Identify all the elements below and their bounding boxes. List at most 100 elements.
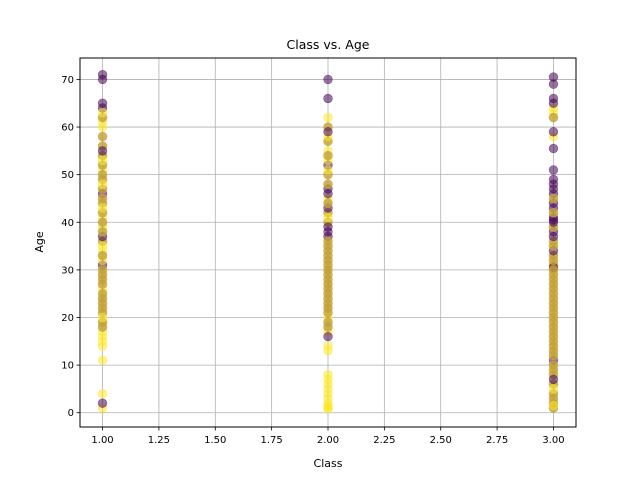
x-axis-ticks: 1.00 1.25 1.50 1.75 2.00 2.25 2.50 2.75 3.00 xyxy=(91,427,565,446)
x-tick-label: 2.50 xyxy=(430,435,452,446)
scatter-point xyxy=(323,293,333,304)
scatter-point xyxy=(323,222,333,232)
scatter-point xyxy=(97,169,108,180)
scatter-point xyxy=(323,341,333,351)
scatter-point xyxy=(548,72,559,82)
scatter-point xyxy=(548,127,559,137)
scatter-point xyxy=(548,312,559,323)
scatter-point xyxy=(97,241,108,251)
y-axis-label: Age xyxy=(33,231,46,253)
scatter-point xyxy=(323,388,333,399)
scatter-point xyxy=(548,360,559,370)
scatter-point xyxy=(97,131,108,142)
scatter-point xyxy=(323,188,333,199)
scatter-point xyxy=(548,98,559,108)
scatter-point xyxy=(97,288,108,299)
scatter-point xyxy=(97,388,108,399)
scatter-point xyxy=(323,198,333,208)
y-tick-label: 0 xyxy=(68,408,74,419)
x-tick-label: 1.00 xyxy=(91,435,113,446)
scatter-point xyxy=(97,74,108,85)
scatter-point xyxy=(97,355,108,366)
scatter-point xyxy=(548,327,559,337)
scatter-point xyxy=(97,250,108,261)
scatter-point xyxy=(548,384,559,394)
x-tick-label: 1.25 xyxy=(148,435,170,446)
scatter-point xyxy=(97,227,108,237)
scatter-point xyxy=(548,303,559,313)
scatter-point xyxy=(323,379,333,389)
scatter-point xyxy=(548,217,559,227)
data-points xyxy=(97,69,559,414)
scatter-point xyxy=(548,174,559,185)
scatter-point xyxy=(548,112,559,123)
scatter-point xyxy=(548,336,559,346)
scatter-point xyxy=(97,336,108,346)
y-axis-ticks: 0 10 20 30 40 50 60 70 xyxy=(61,75,80,419)
scatter-point xyxy=(323,308,333,318)
scatter-point xyxy=(97,155,108,166)
scatter-point xyxy=(97,98,108,108)
scatter-point xyxy=(97,193,108,204)
y-tick-label: 40 xyxy=(61,218,74,229)
scatter-point xyxy=(548,208,559,218)
scatter-point xyxy=(323,179,333,189)
scatter-point xyxy=(323,93,333,104)
x-tick-label: 3.00 xyxy=(542,435,564,446)
x-tick-label: 2.75 xyxy=(486,435,508,446)
scatter-point xyxy=(97,265,108,275)
scatter-point xyxy=(97,217,108,227)
scatter-point xyxy=(97,203,108,213)
y-tick-label: 20 xyxy=(61,313,74,324)
x-tick-label: 1.50 xyxy=(204,435,226,446)
scatter-point xyxy=(323,403,333,413)
x-axis-label: Class xyxy=(314,457,343,470)
scatter-point xyxy=(548,374,559,385)
scatter-point xyxy=(548,193,559,204)
scatter-point xyxy=(97,122,108,132)
scatter-point xyxy=(548,165,559,175)
y-tick-label: 50 xyxy=(61,170,74,181)
y-tick-label: 30 xyxy=(61,265,74,276)
y-tick-label: 70 xyxy=(61,75,74,86)
scatter-point xyxy=(323,260,333,270)
scatter-point xyxy=(97,312,108,323)
scatter-point xyxy=(97,322,108,332)
scatter-point xyxy=(323,284,333,294)
scatter-point xyxy=(548,231,559,242)
scatter-point xyxy=(323,74,333,85)
scatter-point xyxy=(548,241,559,251)
scatter-point xyxy=(323,127,333,137)
scatter-point xyxy=(548,288,559,299)
scatter-point xyxy=(548,400,559,411)
plot-frame xyxy=(79,57,577,428)
y-tick-label: 60 xyxy=(61,123,74,134)
scatter-point xyxy=(548,350,559,361)
scatter-point xyxy=(548,255,559,266)
scatter-point xyxy=(323,165,333,175)
scatter-point xyxy=(323,331,333,342)
scatter-point xyxy=(323,112,333,123)
scatter-point xyxy=(548,265,559,275)
scatter-point xyxy=(97,298,108,308)
scatter-point xyxy=(548,184,559,194)
scatter-point xyxy=(323,317,333,327)
y-tick-label: 10 xyxy=(61,361,74,372)
x-tick-label: 1.75 xyxy=(261,435,283,446)
scatter-point xyxy=(97,398,108,408)
scatter-point xyxy=(323,212,333,223)
x-tick-label: 2.00 xyxy=(317,435,339,446)
chart-title: Class vs. Age xyxy=(287,37,370,52)
x-tick-label: 2.25 xyxy=(373,435,395,446)
scatter-point xyxy=(548,143,559,154)
scatter-point xyxy=(97,108,108,118)
scatter-point xyxy=(323,246,333,256)
scatter-point xyxy=(97,179,108,189)
scatter-point xyxy=(323,369,333,380)
scatter-point xyxy=(323,236,333,247)
scatter-point xyxy=(323,269,333,280)
scatter-point xyxy=(97,146,108,156)
scatter-point xyxy=(97,274,108,285)
